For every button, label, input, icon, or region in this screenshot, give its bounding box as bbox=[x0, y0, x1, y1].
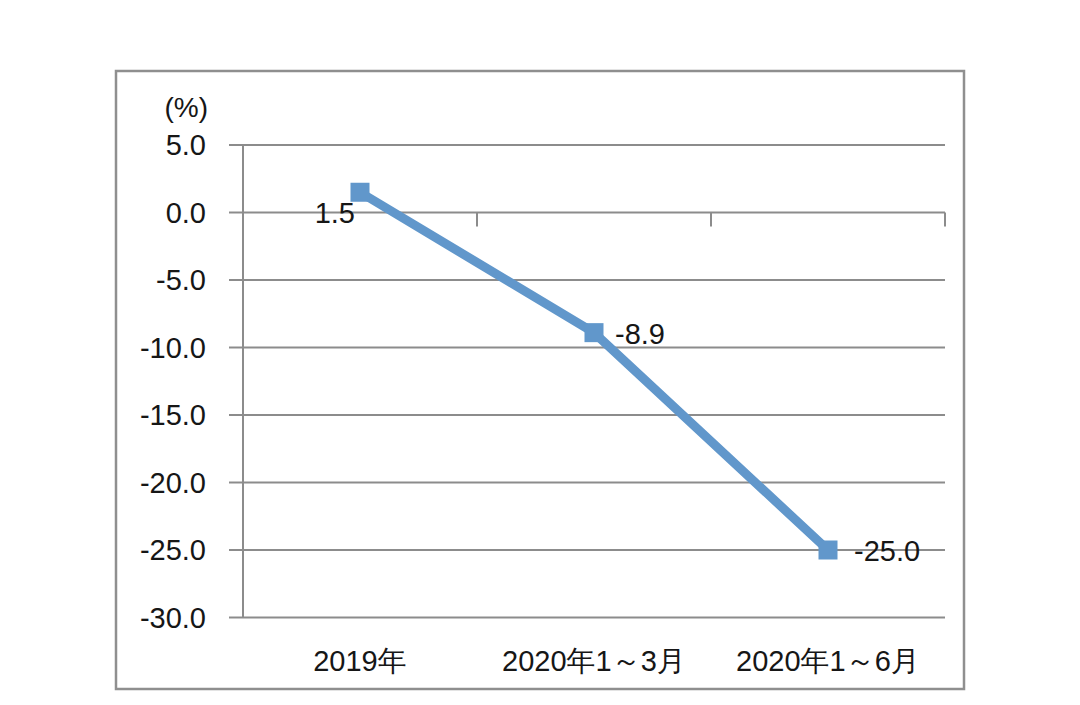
y-tick-label: 5.0 bbox=[166, 129, 206, 161]
data-label: -25.0 bbox=[854, 535, 920, 567]
data-label: -8.9 bbox=[615, 318, 665, 350]
category-label: 2019年 bbox=[313, 645, 407, 677]
y-tick-label: -25.0 bbox=[140, 534, 206, 566]
y-tick-label: 0.0 bbox=[166, 197, 206, 229]
data-point-marker bbox=[819, 541, 838, 560]
chart-area: 5.0 0.0 -5.0 -10.0 -15.0 -20.0 -25.0 -30.0 (%) 1.… bbox=[0, 0, 1080, 705]
data-point-marker bbox=[585, 323, 604, 342]
axis-unit-label: (%) bbox=[164, 92, 208, 123]
y-tick-label: -30.0 bbox=[140, 602, 206, 634]
y-tick-label: -5.0 bbox=[156, 264, 206, 296]
y-tick-label: -15.0 bbox=[140, 399, 206, 431]
line-chart: 5.0 0.0 -5.0 -10.0 -15.0 -20.0 -25.0 -30.0 (%) 1.… bbox=[0, 0, 1080, 705]
y-tick-label: -20.0 bbox=[140, 467, 206, 499]
y-tick-label: -10.0 bbox=[140, 332, 206, 364]
category-label: 2020年1～6月 bbox=[736, 645, 920, 677]
category-label: 2020年1～3月 bbox=[502, 645, 686, 677]
data-label: 1.5 bbox=[315, 197, 355, 229]
